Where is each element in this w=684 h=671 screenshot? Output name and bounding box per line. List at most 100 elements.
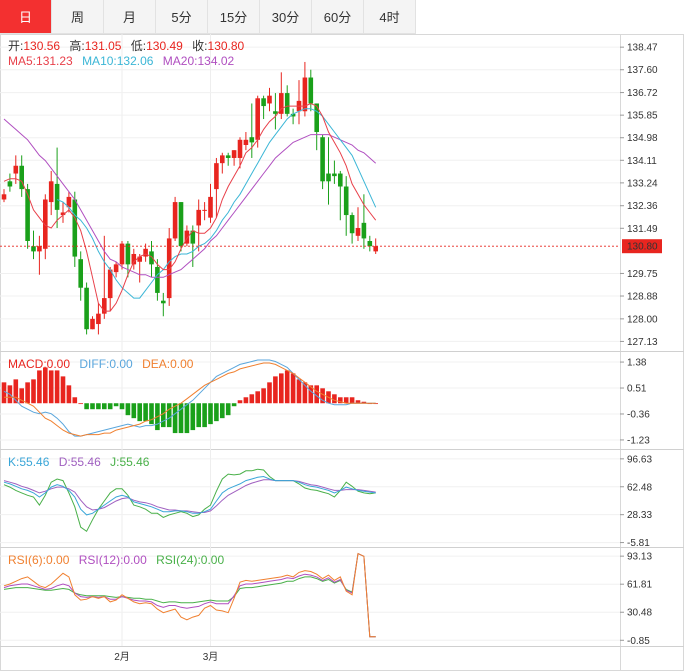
kdj-info: K:55.46 D:55.46 J:55.46	[8, 455, 150, 469]
rsi12-label: RSI(12):	[79, 553, 124, 567]
tab-7[interactable]: 4时	[364, 0, 416, 34]
candle-body	[190, 230, 196, 244]
macd-bar	[90, 403, 95, 410]
candle-body	[243, 139, 249, 145]
candle-body	[361, 222, 367, 239]
open-value: 130.56	[23, 39, 60, 53]
candle-body	[202, 209, 207, 211]
candle-body	[343, 186, 349, 216]
macd-bar	[107, 403, 113, 410]
high-value: 131.05	[85, 39, 122, 53]
period-tabs: 日周月 5分 15分 30分 60分 4时	[0, 0, 416, 34]
rsi-info: RSI(6):0.00 RSI(12):0.00 RSI(24):0.00	[8, 553, 224, 567]
candle-body	[43, 199, 48, 249]
macd-bar	[249, 394, 255, 404]
candle-body	[261, 98, 266, 107]
macd-bar	[137, 403, 142, 422]
macd-bar	[243, 397, 249, 404]
ma20-line	[3, 118, 377, 278]
macd-bar	[25, 382, 30, 404]
main-tick-label: 134.98	[627, 133, 658, 144]
candle-body	[131, 253, 137, 265]
macd-bar	[72, 397, 78, 404]
ma20-value: 134.02	[197, 54, 234, 68]
candle-body	[220, 155, 225, 164]
rsi6-label: RSI(6):	[8, 553, 46, 567]
macd-bar	[267, 382, 272, 404]
macd-bar	[54, 370, 60, 404]
rsi24-value: 0.00	[201, 553, 225, 567]
macd-bar	[349, 397, 355, 404]
candle-body	[225, 155, 231, 158]
candle-body	[349, 215, 355, 234]
candle-body	[137, 256, 142, 262]
macd-bar	[119, 403, 125, 410]
kline-chart: 2月 3月 138.47 137.60 136.72 135.85 134.98 134.11…	[0, 34, 684, 671]
main-tick-label: 129.75	[627, 269, 658, 280]
macd-bar	[338, 397, 343, 404]
candle-body	[78, 259, 83, 288]
macd-bar	[361, 401, 367, 404]
macd-bar	[202, 403, 207, 428]
candle-body	[155, 266, 160, 293]
candle-body	[208, 196, 213, 218]
kdj-tick-label: 28.33	[627, 510, 652, 521]
diff-line	[3, 359, 376, 437]
rsi-tick-label: -0.85	[627, 636, 650, 647]
macd-bar	[172, 403, 178, 434]
diff-value: 0.00	[109, 357, 133, 371]
close-label: 收:	[192, 39, 207, 53]
k-value: 55.46	[19, 455, 49, 469]
price-info: 开:130.56 高:131.05 低:130.49 收:130.80	[8, 38, 245, 53]
main-tick-label: 127.13	[627, 337, 658, 348]
tab-4[interactable]: 15分	[208, 0, 260, 34]
macd-bar	[48, 370, 54, 404]
low-label: 低:	[131, 39, 146, 53]
macd-bar	[96, 403, 101, 410]
candle-body	[96, 313, 101, 325]
macd-bar	[143, 403, 148, 422]
macd-bar	[190, 403, 196, 431]
rsi-tick-label: 93.13	[627, 552, 652, 563]
candle-body	[326, 173, 331, 182]
tab-1[interactable]: 周	[52, 0, 104, 34]
tab-5[interactable]: 30分	[260, 0, 312, 34]
tab-0[interactable]: 日	[0, 0, 52, 34]
x-tick-label: 3月	[203, 651, 219, 663]
close-value: 130.80	[208, 39, 245, 53]
tab-6[interactable]: 60分	[312, 0, 364, 34]
ma5-line	[3, 102, 377, 312]
candle-body	[279, 93, 284, 114]
candle-body	[178, 202, 184, 247]
main-tick-label: 132.36	[627, 201, 658, 212]
x-tick-label: 2月	[114, 651, 130, 663]
macd-bar	[332, 394, 337, 404]
rsi6-line	[3, 552, 376, 638]
candle-body	[196, 209, 201, 226]
macd-bar	[261, 388, 266, 404]
macd-bar	[196, 403, 201, 428]
candle-body	[149, 251, 154, 265]
candle-body	[373, 246, 378, 252]
candle-body	[37, 246, 42, 252]
d-value: 55.46	[71, 455, 101, 469]
dea-line	[4, 362, 376, 437]
macd-bar	[60, 376, 66, 404]
tab-2[interactable]: 月	[104, 0, 156, 34]
ma10-value: 132.06	[117, 54, 154, 68]
candle-body	[273, 111, 278, 114]
main-tick-label: 137.60	[627, 65, 658, 76]
rsi24-line	[3, 552, 376, 638]
main-tick-label: 128.00	[627, 314, 658, 325]
macd-bar	[19, 388, 24, 404]
k-line	[3, 475, 376, 516]
candle-body	[54, 183, 60, 210]
last-price-label: 130.80	[627, 242, 658, 253]
tab-3[interactable]: 5分	[156, 0, 208, 34]
macd-bar	[237, 400, 243, 404]
macd-bar	[225, 403, 231, 416]
main-tick-label: 133.24	[627, 178, 658, 189]
main-tick-label: 135.85	[627, 111, 658, 122]
rsi-tick-label: 30.48	[627, 608, 652, 619]
kdj-tick-label: 96.63	[627, 454, 652, 465]
